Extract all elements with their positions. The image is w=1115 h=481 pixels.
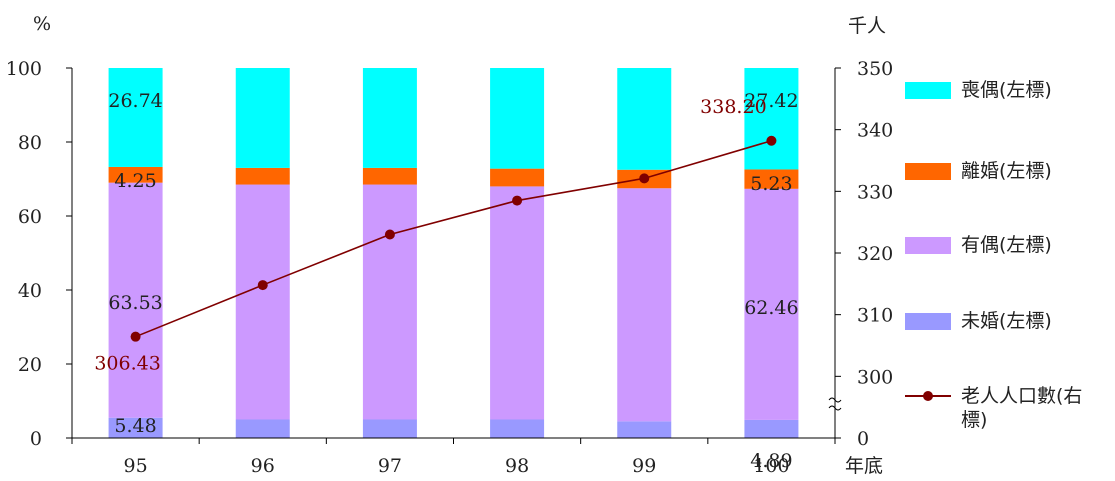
axis-break-mark <box>828 405 842 411</box>
bar-data-label: 63.53 <box>108 292 162 314</box>
bar-segment <box>617 188 672 422</box>
right-tick-label: 330 <box>857 181 893 203</box>
legend-line-marker <box>905 384 951 408</box>
line-point <box>384 229 395 240</box>
bar-segment <box>235 167 290 185</box>
right-tick-label: 320 <box>857 243 893 265</box>
legend-item-unmarried: 未婚(左標) <box>905 309 1101 333</box>
legend-item-widowed: 喪偶(左標) <box>905 78 1101 102</box>
bar-data-label: 27.42 <box>744 90 798 112</box>
bar-segment <box>108 166 163 183</box>
x-tick-label: 95 <box>123 455 147 477</box>
bar-segment <box>490 419 545 438</box>
right-tick-label: 300 <box>857 366 893 388</box>
line-series <box>130 135 777 342</box>
left-tick-label: 60 <box>18 206 42 228</box>
bar-segment <box>235 184 290 420</box>
left-tick-label: 40 <box>18 280 42 302</box>
left-tick-label: 20 <box>18 354 42 376</box>
bar-segment <box>744 169 799 189</box>
bar-segment <box>744 68 799 170</box>
bar-segment <box>362 184 417 420</box>
bar-segment <box>744 419 799 438</box>
line-path <box>135 139 772 338</box>
left-tick-label: 0 <box>30 428 42 450</box>
bar-segment <box>362 68 417 168</box>
x-tick-label: 97 <box>378 455 402 477</box>
legend-label-divorced: 離婚(左標) <box>961 160 1052 182</box>
line-data-label: 306.43 <box>94 353 160 375</box>
legend-swatch-widowed <box>905 82 951 99</box>
bar-segment <box>108 68 163 167</box>
legend-item-married: 有偶(左標) <box>905 233 1101 257</box>
legend-item-elderly-population: 老人人口數(右標) <box>905 384 1101 432</box>
legend-item-divorced: 離婚(左標) <box>905 159 1101 183</box>
bar-segment <box>108 182 163 418</box>
x-tick-label: 99 <box>632 455 656 477</box>
bar-segment <box>108 417 163 438</box>
right-tick-label: 310 <box>857 305 893 327</box>
bar-data-label: 26.74 <box>108 90 162 112</box>
bar-stacks <box>108 68 799 438</box>
bar-segment <box>362 167 417 185</box>
left-tick-label: 100 <box>6 58 42 80</box>
right-tick-label: 350 <box>857 58 893 80</box>
legend-swatch-divorced <box>905 163 951 180</box>
x-tick-label: 96 <box>251 455 275 477</box>
bar-segment <box>490 168 545 187</box>
legend-swatch-married <box>905 237 951 254</box>
bar-segment <box>490 186 545 420</box>
legend-label-married: 有偶(左標) <box>961 234 1052 256</box>
bar-data-label: 5.23 <box>750 173 792 195</box>
data-labels: 26.74 4.25 63.53 5.48 27.42 5.23 62.46 4.89 306.… <box>94 90 798 472</box>
line-point <box>512 195 523 206</box>
bar-segment <box>617 421 672 438</box>
x-tick-label: 98 <box>505 455 529 477</box>
right-axis-unit: 千人 <box>848 15 886 37</box>
right-tick-label: 0 <box>857 428 869 450</box>
bar-segment <box>744 188 799 420</box>
left-tick-label: 80 <box>18 132 42 154</box>
line-point <box>257 280 268 291</box>
bar-segment <box>235 68 290 168</box>
bar-data-label: 5.48 <box>114 415 156 437</box>
bar-data-label: 62.46 <box>744 297 798 319</box>
line-point <box>130 331 141 342</box>
bar-data-label: 4.25 <box>114 170 156 192</box>
legend-label-elderly-population: 老人人口數(右標) <box>961 385 1083 431</box>
line-data-label: 338.20 <box>700 96 766 118</box>
legend-label-widowed: 喪偶(左標) <box>961 79 1052 101</box>
axes: 0 20 40 60 80 100% 0 300 310 320 330 340 350 千人 95 96 97… <box>6 13 894 477</box>
legend-label-unmarried: 未婚(左標) <box>961 310 1052 332</box>
bar-segment <box>617 68 672 170</box>
bar-segment <box>235 419 290 438</box>
axis-break-mark <box>828 397 842 403</box>
bar-data-label: 4.89 <box>750 450 792 472</box>
left-axis-unit: % <box>33 13 51 35</box>
line-point <box>766 135 777 146</box>
bar-segment <box>362 419 417 438</box>
line-point <box>639 173 650 184</box>
bar-segment <box>490 68 545 169</box>
right-tick-label: 340 <box>857 120 893 142</box>
x-tick-label: 100 <box>753 455 789 477</box>
legend-swatch-unmarried <box>905 313 951 330</box>
x-axis-title: 年底 <box>845 455 883 477</box>
